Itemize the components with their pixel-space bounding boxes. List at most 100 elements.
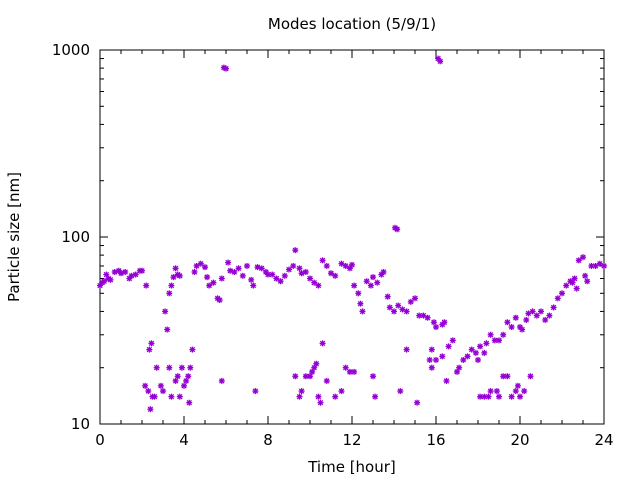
data-point <box>176 393 183 400</box>
x-tick-label: 20 <box>510 431 529 449</box>
data-point <box>384 293 391 300</box>
data-point <box>580 254 586 261</box>
data-point <box>189 346 196 353</box>
data-point <box>181 382 187 389</box>
data-point <box>186 399 193 406</box>
data-point <box>183 377 190 384</box>
axes: 0 4 8 12 16 20 24 10 100 1000 <box>52 41 614 449</box>
data-point <box>273 275 280 282</box>
data-point <box>483 340 490 347</box>
data-point <box>508 393 515 400</box>
data-point <box>168 282 175 289</box>
data-point <box>210 279 217 286</box>
data-point <box>428 364 435 371</box>
data-point <box>145 388 152 395</box>
data-point <box>290 262 297 269</box>
data-point <box>527 373 534 380</box>
data-point <box>296 265 303 272</box>
data-point <box>370 373 376 380</box>
data-point <box>514 382 521 389</box>
data-point <box>397 388 404 395</box>
data-point <box>265 271 271 278</box>
data-point <box>160 388 166 395</box>
data-point <box>176 272 183 279</box>
data-point <box>538 308 544 315</box>
data-point <box>441 319 448 326</box>
data-point <box>414 399 421 406</box>
data-point <box>372 393 379 400</box>
data-point <box>596 260 603 267</box>
data-point <box>332 272 339 279</box>
plot-frame <box>99 49 605 425</box>
data-point <box>166 364 173 371</box>
data-point <box>554 295 561 302</box>
data-point <box>351 282 358 289</box>
data-point <box>508 324 515 331</box>
data-point <box>601 262 607 269</box>
x-tick-label: 0 <box>95 431 105 449</box>
data-point <box>185 373 192 380</box>
data-point <box>349 261 355 268</box>
data-point <box>244 262 250 269</box>
data-point <box>218 377 225 384</box>
data-point <box>403 308 410 315</box>
data-point <box>315 393 322 400</box>
x-tick-label: 12 <box>342 431 361 449</box>
data-point <box>523 316 530 323</box>
data-point <box>445 343 452 350</box>
data-point <box>157 382 164 389</box>
data-point <box>332 393 339 400</box>
data-point <box>517 393 523 400</box>
data-point <box>582 272 589 279</box>
y-tick-label: 1000 <box>52 41 90 59</box>
data-point <box>146 346 153 353</box>
data-point <box>148 340 155 347</box>
data-point <box>403 346 410 353</box>
data-point <box>142 382 149 389</box>
data-point <box>496 337 502 344</box>
data-point <box>571 275 578 282</box>
data-point <box>101 278 108 285</box>
data-point <box>481 349 488 356</box>
data-point <box>174 373 181 380</box>
data-point <box>216 297 223 304</box>
data-point <box>170 274 177 281</box>
data-point <box>355 290 362 297</box>
data-point <box>252 388 259 395</box>
data-point <box>496 393 502 400</box>
data-point <box>187 364 194 371</box>
data-point <box>143 282 150 289</box>
data-points <box>97 55 607 413</box>
data-point <box>323 262 330 269</box>
data-point <box>311 279 318 286</box>
data-point <box>206 282 213 289</box>
data-point <box>342 364 349 371</box>
data-point <box>428 346 435 353</box>
data-point <box>475 356 481 363</box>
data-point <box>204 274 211 281</box>
data-point <box>550 304 557 311</box>
data-point <box>172 377 179 384</box>
x-tick-label: 8 <box>263 431 273 449</box>
data-point <box>153 364 160 371</box>
data-point <box>512 314 519 321</box>
x-axis-label: Time [hour] <box>307 458 396 476</box>
chart-title: Modes location (5/9/1) <box>268 15 436 33</box>
data-point <box>380 268 387 275</box>
data-point <box>197 260 204 267</box>
data-point <box>139 267 145 274</box>
data-point <box>357 300 364 307</box>
data-point <box>437 58 444 65</box>
data-point <box>292 373 299 380</box>
data-point <box>575 257 582 264</box>
x-tick-label: 16 <box>426 431 445 449</box>
data-point <box>546 312 553 319</box>
data-point <box>223 65 229 72</box>
data-point <box>500 331 507 338</box>
data-point <box>529 308 536 315</box>
data-point <box>426 356 433 363</box>
data-point <box>250 282 257 289</box>
data-point <box>319 257 326 264</box>
